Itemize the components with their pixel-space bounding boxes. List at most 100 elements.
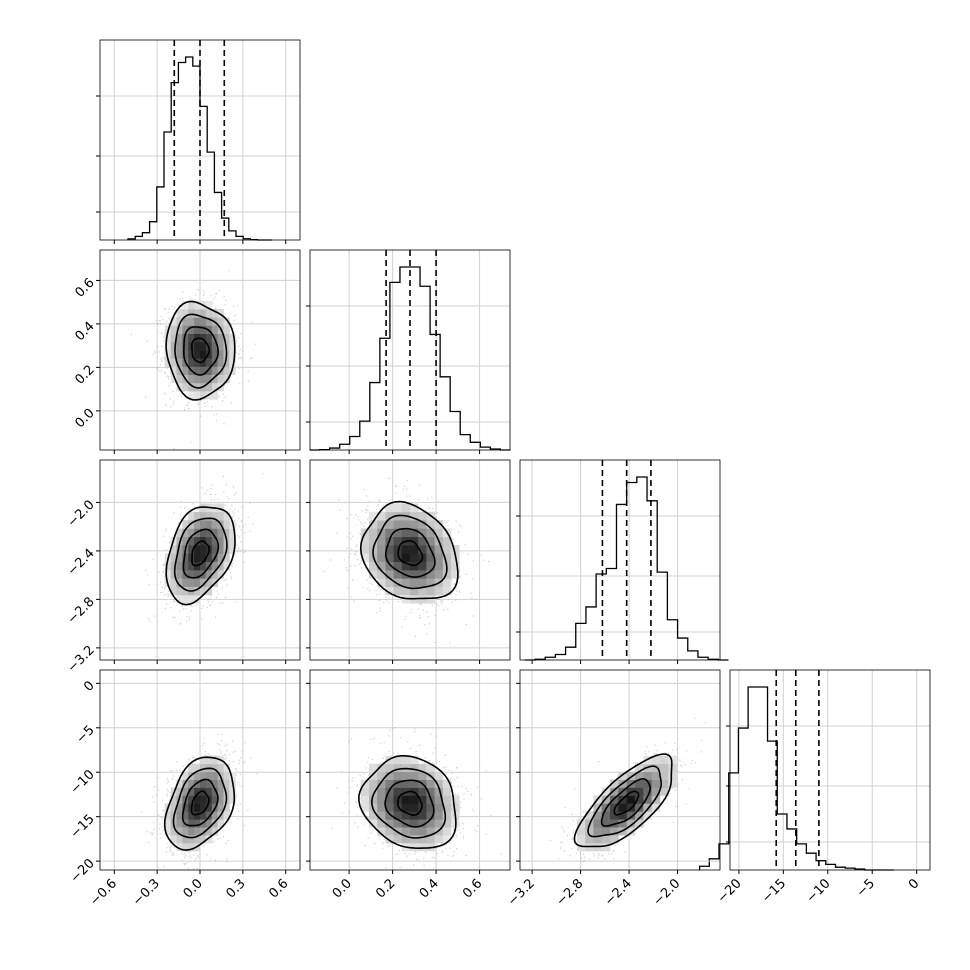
density-cell (369, 795, 378, 804)
density-cell (188, 374, 195, 384)
density-cell (176, 341, 183, 351)
density-cell (377, 819, 386, 828)
density-cell (659, 763, 669, 773)
density-cell (401, 827, 411, 836)
density-cell (576, 842, 586, 852)
density-cell (618, 803, 628, 812)
density-cell (200, 374, 207, 384)
contour-line (613, 790, 640, 816)
density-cell (217, 358, 224, 367)
density-cell (188, 300, 195, 310)
density-cell (442, 578, 452, 587)
density-cell (194, 819, 201, 828)
density-cell (401, 553, 411, 563)
density-cell (434, 569, 444, 579)
density-cell (211, 795, 219, 804)
density-cell (176, 374, 183, 384)
density-cell (668, 779, 677, 788)
panel-frame (729, 669, 931, 871)
histogram-step (309, 266, 511, 451)
density-cell (176, 561, 183, 571)
density-cell (410, 553, 419, 563)
density-cell (188, 787, 195, 796)
panel-content (100, 670, 300, 870)
density-cell (164, 341, 172, 351)
density-cell (194, 325, 201, 335)
density-cell (176, 578, 183, 587)
density-cell (170, 325, 177, 335)
density-cell (194, 366, 201, 375)
density-cell (170, 827, 177, 836)
density-cell (393, 536, 403, 546)
density-cell (634, 771, 644, 780)
density-cell (377, 803, 386, 812)
contour-line (174, 313, 228, 389)
density-cell (426, 803, 435, 812)
density-cell (188, 561, 195, 571)
density-cell (182, 317, 189, 326)
density-cell (410, 763, 419, 773)
density-cell (426, 779, 435, 788)
density-cell (211, 350, 219, 359)
density-cell (418, 569, 427, 579)
density-cell (418, 819, 427, 828)
density-cell (450, 545, 460, 554)
contour-line (573, 753, 673, 848)
density-cell (410, 771, 419, 780)
density-cell (200, 578, 207, 587)
x-tick-label: −3.2 (505, 876, 538, 909)
density-cell (188, 536, 195, 546)
density-cell (610, 787, 619, 796)
density-cell (194, 374, 201, 384)
density-cell (200, 763, 207, 773)
density-cell (385, 811, 395, 820)
density-cell (426, 811, 435, 820)
density-cell (450, 561, 460, 571)
density-cell (188, 309, 195, 318)
density-cell (164, 333, 172, 343)
density-cell (211, 366, 219, 375)
density-cell (434, 561, 444, 571)
density-cell (434, 779, 444, 788)
density-cell (418, 511, 427, 521)
density-cell (377, 569, 386, 579)
density-cell (200, 317, 207, 326)
density-cell (211, 390, 219, 400)
density-panel-3-1: −3.2 −2.8 −2.4 −2.0 (65, 459, 301, 676)
contour-line (358, 755, 457, 850)
density-cell (410, 803, 419, 812)
density-cell (194, 390, 201, 400)
density-cell (182, 811, 189, 820)
density-cell (410, 842, 419, 852)
density-cell (205, 755, 213, 765)
density-cell (401, 755, 411, 765)
density-cell (170, 317, 177, 326)
density-cell (401, 835, 411, 844)
density-cell (200, 341, 207, 351)
density-cell (360, 795, 370, 804)
density-cell (442, 835, 452, 844)
contour-line (384, 779, 435, 828)
density-cell (194, 350, 201, 359)
density-cell (205, 382, 213, 392)
density-cell (626, 819, 636, 828)
density-cell (410, 755, 419, 765)
density-cell (377, 787, 386, 796)
density-cell (205, 358, 213, 367)
density-cell (211, 779, 219, 788)
density-cell (223, 325, 230, 335)
histogram-panel-3 (516, 459, 729, 664)
density-cell (385, 561, 395, 571)
density-cell (360, 545, 370, 554)
density-cell (194, 553, 201, 563)
density-cell (401, 578, 411, 587)
density-cell (176, 317, 183, 326)
density-cell (194, 511, 201, 521)
density-cell (369, 569, 378, 579)
density-cell (659, 779, 669, 788)
density-cell (170, 358, 177, 367)
density-cell (194, 835, 201, 844)
contour-line (182, 528, 220, 579)
density-cell (651, 763, 661, 773)
density-cell (217, 795, 224, 804)
